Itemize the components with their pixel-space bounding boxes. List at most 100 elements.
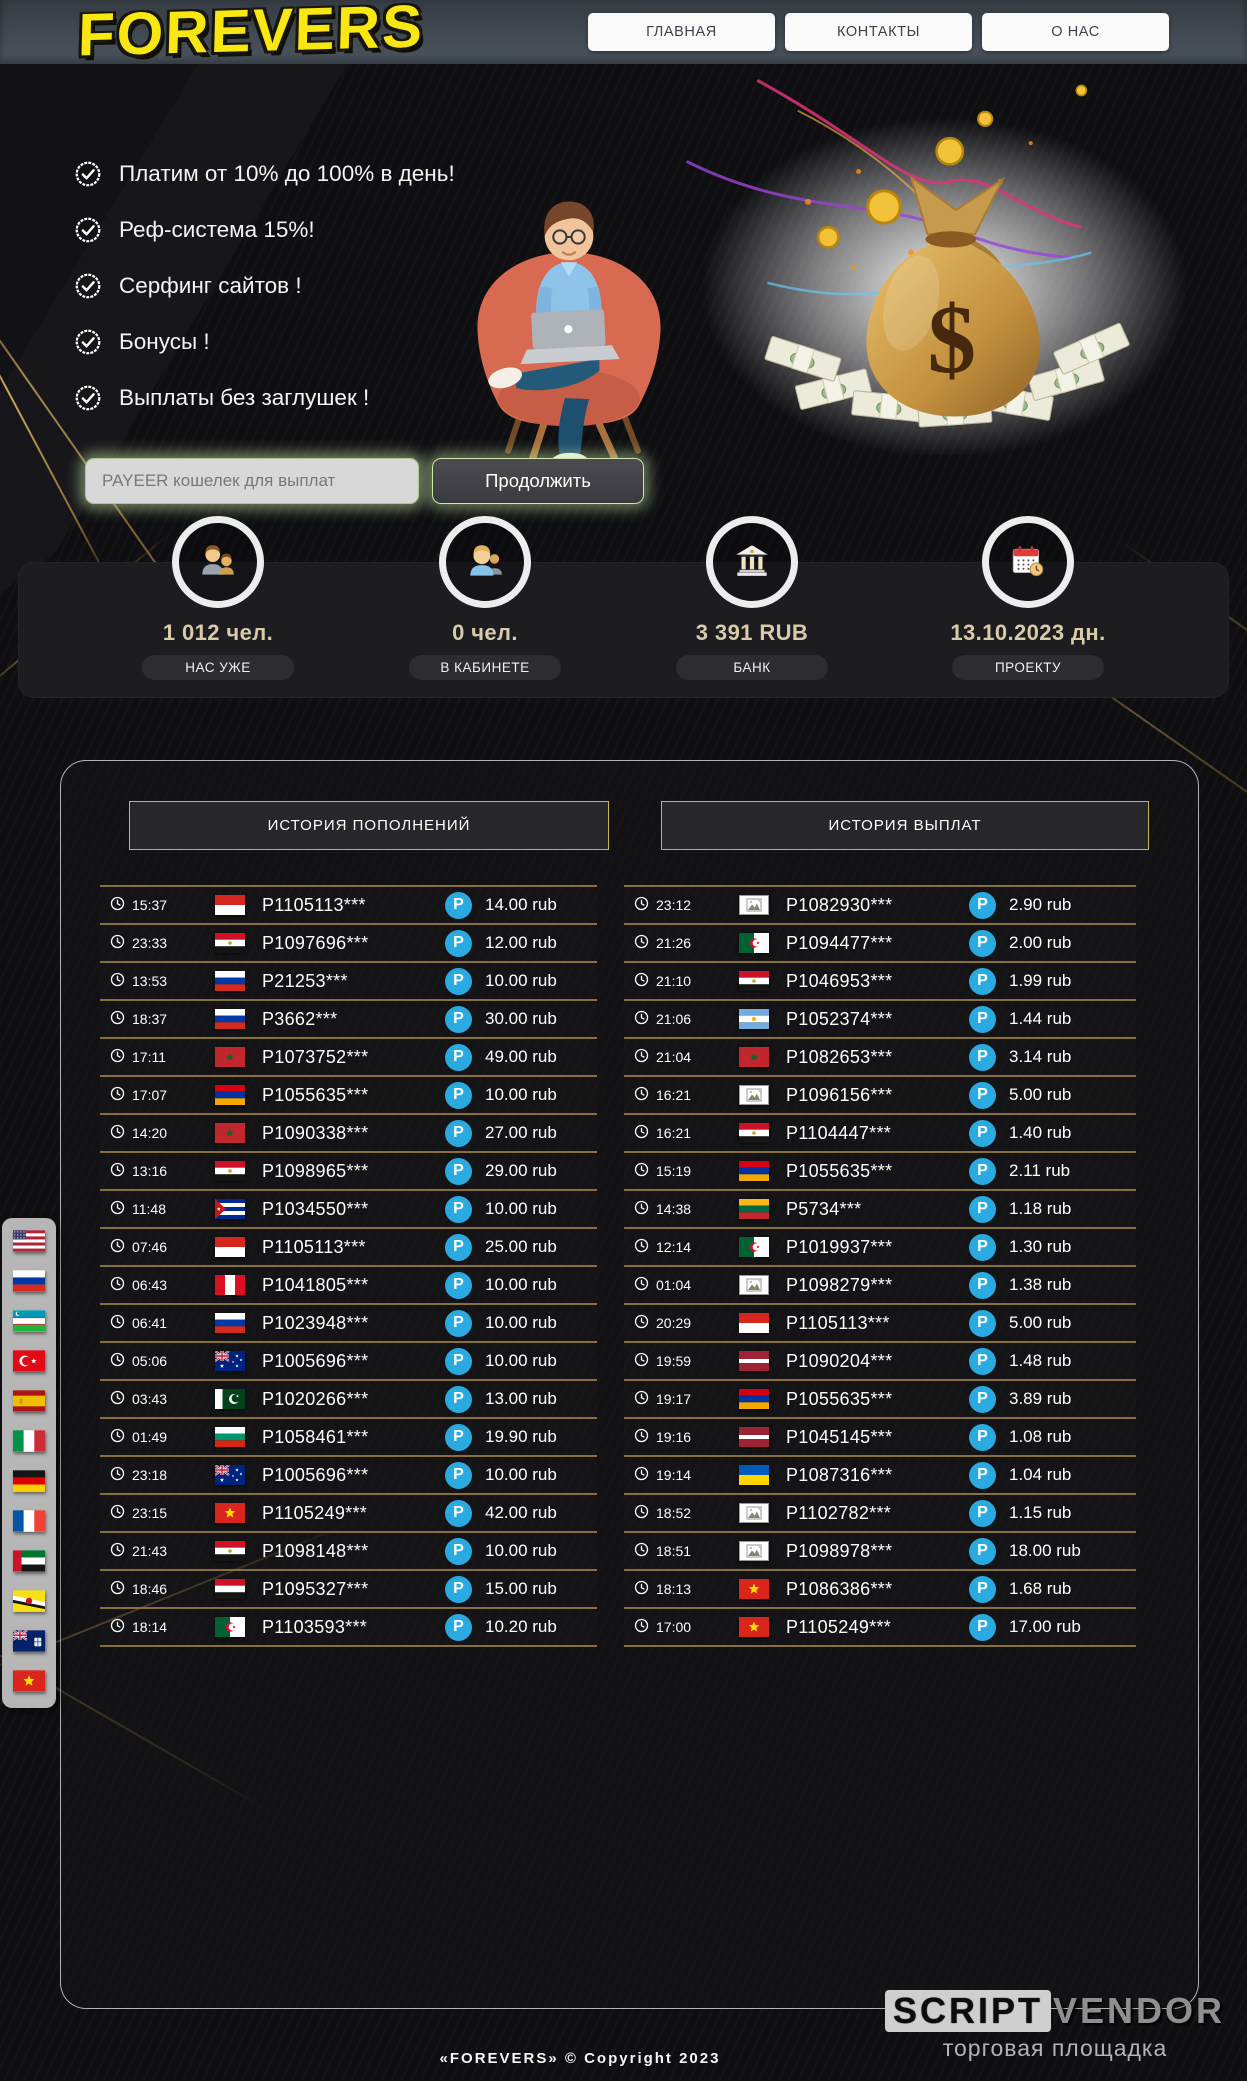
money-bag-illustration: $ xyxy=(642,50,1217,460)
svg-text:$: $ xyxy=(927,286,976,394)
row-time: 01:49 xyxy=(100,1428,215,1446)
feature-item: Бонусы ! xyxy=(73,314,455,370)
table-row: 13:16 P1098965*** P 29.00 rub xyxy=(100,1151,597,1189)
country-flag-icon xyxy=(739,1389,786,1409)
row-amount: 13.00 rub xyxy=(485,1389,557,1408)
row-amount: 14.00 rub xyxy=(485,895,557,914)
language-flag-spain[interactable] xyxy=(13,1390,45,1412)
clock-icon xyxy=(110,1504,125,1522)
country-flag-icon xyxy=(215,1199,262,1219)
nav-menu: ГЛАВНАЯ КОНТАКТЫ О НАС xyxy=(588,13,1169,51)
country-flag-icon xyxy=(739,1313,786,1333)
table-row: 19:17 P1055635*** P 3.89 rub xyxy=(624,1379,1136,1417)
history-panel: ИСТОРИЯ ПОПОЛНЕНИЙ ИСТОРИЯ ВЫПЛАТ 15:37 … xyxy=(60,760,1199,2009)
payeer-icon: P xyxy=(445,929,472,957)
row-account-id: P1005696*** xyxy=(262,1464,369,1485)
row-account-id: P1020266*** xyxy=(262,1388,369,1409)
row-time: 18:37 xyxy=(100,1010,215,1028)
row-account-id: P1055635*** xyxy=(786,1160,893,1181)
stat-label: В КАБИНЕТЕ xyxy=(409,655,561,680)
country-flag-icon xyxy=(739,971,786,991)
row-account-id: P1098148*** xyxy=(262,1540,369,1561)
country-flag-icon xyxy=(215,895,262,915)
stat-label: НАС УЖЕ xyxy=(142,655,294,680)
row-amount: 1.44 rub xyxy=(1009,1009,1072,1028)
stat-bank: 3 391 RUB БАНК xyxy=(642,516,862,680)
country-flag-icon xyxy=(739,1047,786,1067)
language-flag-usa[interactable] xyxy=(13,1230,45,1252)
row-account-id: P21253*** xyxy=(262,970,348,991)
table-row: 18:52 P1102782*** P 1.15 rub xyxy=(624,1493,1136,1531)
country-flag-icon xyxy=(739,1009,786,1029)
language-flag-italy[interactable] xyxy=(13,1430,45,1452)
language-flag-france[interactable] xyxy=(13,1510,45,1532)
clock-icon xyxy=(634,1010,649,1028)
table-row: 21:04 P1082653*** P 3.14 rub xyxy=(624,1037,1136,1075)
row-time: 18:46 xyxy=(100,1580,215,1598)
payeer-icon: P xyxy=(969,1271,996,1299)
table-row: 18:14 P1103593*** P 10.20 rub xyxy=(100,1607,597,1647)
language-flag-russia[interactable] xyxy=(13,1270,45,1292)
row-account-id: P3662*** xyxy=(262,1008,338,1029)
country-flag-icon xyxy=(215,971,262,991)
clock-icon xyxy=(110,896,125,914)
payeer-icon: P xyxy=(445,1499,472,1527)
payeer-icon: P xyxy=(969,1575,996,1603)
stat-users: 1 012 чел. НАС УЖЕ xyxy=(108,516,328,680)
payeer-icon: P xyxy=(445,1233,472,1261)
vendor-subtitle: торговая площадка xyxy=(942,2035,1168,2061)
table-row: 14:38 P5734*** P 1.18 rub xyxy=(624,1189,1136,1227)
country-flag-icon xyxy=(739,1085,786,1105)
country-flag-icon xyxy=(215,933,262,953)
clock-icon xyxy=(634,1352,649,1370)
continue-button[interactable]: Продолжить xyxy=(432,458,644,504)
language-flag-uzbekistan[interactable] xyxy=(13,1310,45,1332)
clock-icon xyxy=(634,1162,649,1180)
country-flag-icon xyxy=(215,1351,262,1371)
payeer-wallet-input[interactable] xyxy=(85,458,419,504)
row-time: 15:19 xyxy=(624,1162,739,1180)
language-flag-vietnam[interactable] xyxy=(13,1670,45,1692)
country-flag-icon xyxy=(739,1617,786,1637)
payeer-icon: P xyxy=(445,1537,472,1565)
payeer-icon: P xyxy=(969,1157,996,1185)
stat-value: 1 012 чел. xyxy=(162,620,274,645)
row-time: 06:43 xyxy=(100,1276,215,1294)
table-row: 19:59 P1090204*** P 1.48 rub xyxy=(624,1341,1136,1379)
row-account-id: P1105113*** xyxy=(786,1312,890,1333)
clock-icon xyxy=(110,1124,125,1142)
row-time: 18:51 xyxy=(624,1542,739,1560)
row-account-id: P1104447*** xyxy=(786,1122,892,1143)
nav-button-главная[interactable]: ГЛАВНАЯ xyxy=(588,13,775,51)
clock-icon xyxy=(110,1010,125,1028)
nav-button-о-нас[interactable]: О НАС xyxy=(982,13,1169,51)
country-flag-icon xyxy=(739,895,786,915)
row-time: 18:13 xyxy=(624,1580,739,1598)
table-row: 23:18 P1005696*** P 10.00 rub xyxy=(100,1455,597,1493)
language-flag-uae[interactable] xyxy=(13,1550,45,1572)
country-flag-icon xyxy=(739,1351,786,1371)
clock-icon xyxy=(110,1466,125,1484)
language-flag-brunei[interactable] xyxy=(13,1590,45,1612)
country-flag-icon xyxy=(739,1579,786,1599)
language-flag-ensign[interactable] xyxy=(12,1629,45,1652)
nav-button-контакты[interactable]: КОНТАКТЫ xyxy=(785,13,972,51)
row-time: 16:21 xyxy=(624,1124,739,1142)
table-row: 16:21 P1096156*** P 5.00 rub xyxy=(624,1075,1136,1113)
table-row: 18:13 P1086386*** P 1.68 rub xyxy=(624,1569,1136,1607)
language-flag-turkey[interactable] xyxy=(13,1350,45,1372)
bank-icon xyxy=(706,516,798,608)
row-time: 17:00 xyxy=(624,1618,739,1636)
clock-icon xyxy=(634,1314,649,1332)
row-time: 19:17 xyxy=(624,1390,739,1408)
row-time: 21:43 xyxy=(100,1542,215,1560)
clock-icon xyxy=(634,1124,649,1142)
language-flag-germany[interactable] xyxy=(13,1470,45,1492)
clock-icon xyxy=(634,1466,649,1484)
clock-icon xyxy=(110,1276,125,1294)
country-flag-icon xyxy=(739,1199,786,1219)
table-row: 13:53 P21253*** P 10.00 rub xyxy=(100,961,597,999)
clock-icon xyxy=(634,1048,649,1066)
row-account-id: P1046953*** xyxy=(786,970,893,991)
clock-icon xyxy=(110,1580,125,1598)
